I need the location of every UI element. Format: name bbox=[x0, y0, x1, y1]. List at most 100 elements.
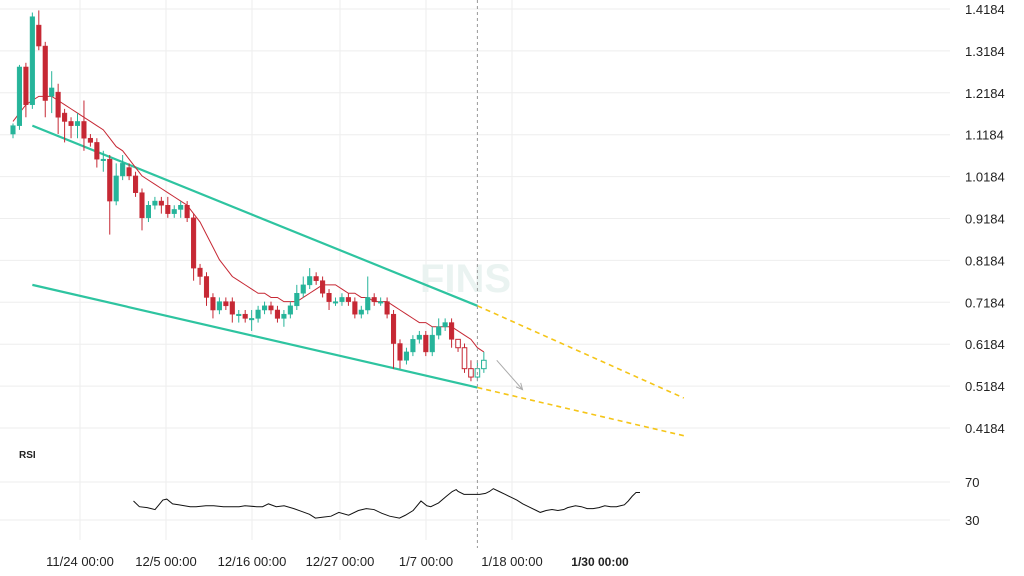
candle-body bbox=[307, 276, 313, 286]
moving-average bbox=[12, 95, 485, 353]
candle-body bbox=[87, 137, 93, 143]
price-tick-label: 1.3184 bbox=[965, 44, 1005, 59]
candle bbox=[203, 272, 210, 306]
candle-body bbox=[339, 297, 345, 302]
channel-lines bbox=[31, 124, 478, 389]
candle bbox=[81, 100, 87, 151]
candle bbox=[255, 305, 261, 323]
candle-body bbox=[10, 125, 16, 135]
candle-body bbox=[403, 351, 409, 361]
candle bbox=[345, 293, 351, 306]
candle-body bbox=[197, 267, 203, 277]
candle bbox=[113, 163, 119, 206]
candle bbox=[158, 196, 164, 214]
candle bbox=[468, 360, 474, 382]
candle-body bbox=[191, 217, 197, 269]
candle bbox=[36, 10, 42, 51]
candle bbox=[178, 201, 184, 218]
candle-body bbox=[23, 66, 29, 105]
candle-body bbox=[171, 209, 177, 214]
rsi-panel bbox=[133, 488, 640, 519]
candle-body bbox=[16, 66, 22, 126]
rsi-tick-label: 70 bbox=[965, 475, 979, 490]
price-tick-label: 0.6184 bbox=[965, 337, 1005, 352]
candle-body bbox=[113, 175, 119, 202]
candle-body bbox=[107, 158, 113, 202]
candle bbox=[442, 318, 448, 331]
time-tick-label: 11/24 00:00 bbox=[46, 554, 114, 569]
rsi-title: RSI bbox=[19, 450, 36, 461]
candle-body bbox=[62, 112, 68, 122]
price-axis: 1.4184 1.3184 1.2184 1.1184 1.0184 0.9184 0.81… bbox=[965, 2, 1005, 528]
candle bbox=[242, 310, 248, 323]
moving-average-line bbox=[12, 95, 485, 353]
candle bbox=[145, 201, 151, 223]
candle bbox=[397, 339, 403, 369]
candle bbox=[249, 310, 255, 331]
candle bbox=[29, 12, 35, 109]
candle-body bbox=[100, 158, 106, 161]
candle bbox=[423, 330, 429, 357]
candle-body bbox=[281, 313, 287, 319]
candle-body bbox=[81, 121, 87, 139]
candle-body bbox=[262, 305, 268, 311]
candle bbox=[461, 343, 468, 373]
candle-body bbox=[255, 309, 261, 319]
price-tick-label: 1.2184 bbox=[965, 86, 1005, 101]
candle bbox=[236, 310, 242, 323]
candle-body bbox=[145, 205, 151, 219]
candle-body bbox=[461, 347, 468, 370]
candle bbox=[229, 297, 235, 323]
candle bbox=[23, 62, 29, 118]
candle bbox=[326, 289, 332, 311]
grid bbox=[0, 0, 950, 540]
candle-body bbox=[300, 284, 306, 294]
candle-body bbox=[313, 276, 319, 281]
candle-body bbox=[365, 297, 371, 311]
candle-body bbox=[429, 334, 435, 353]
candle-body bbox=[391, 313, 397, 344]
candle bbox=[139, 188, 145, 231]
channel-lower-line bbox=[32, 283, 478, 389]
candle-body bbox=[158, 200, 164, 206]
candle bbox=[358, 305, 364, 319]
candle bbox=[74, 113, 81, 139]
candle bbox=[268, 301, 274, 315]
price-tick-label: 0.4184 bbox=[965, 421, 1005, 436]
candle bbox=[281, 310, 287, 327]
candle bbox=[481, 351, 487, 373]
candle-body bbox=[29, 16, 35, 105]
candle bbox=[100, 150, 106, 172]
candle bbox=[416, 330, 422, 344]
rsi-line bbox=[133, 488, 640, 519]
candle bbox=[378, 297, 384, 306]
candle bbox=[223, 297, 229, 311]
candle bbox=[120, 154, 126, 181]
candle bbox=[307, 268, 313, 290]
candle bbox=[429, 326, 435, 357]
candle-body bbox=[203, 276, 210, 298]
candle bbox=[313, 272, 319, 285]
candle bbox=[10, 123, 16, 139]
candle-body bbox=[139, 192, 145, 219]
time-tick-label: 1/7 00:00 bbox=[399, 554, 453, 569]
candle-body bbox=[120, 163, 126, 177]
candle bbox=[133, 171, 139, 197]
candle bbox=[449, 318, 455, 348]
candle-body bbox=[326, 292, 332, 302]
candle bbox=[371, 293, 377, 306]
candle-body bbox=[229, 301, 235, 315]
candle bbox=[171, 205, 177, 218]
candle bbox=[152, 196, 158, 210]
candle-body bbox=[42, 45, 48, 101]
candle-body bbox=[55, 91, 61, 118]
candle-body bbox=[416, 334, 422, 340]
candle bbox=[49, 71, 55, 114]
candle-body bbox=[249, 318, 255, 321]
candle-body bbox=[94, 142, 100, 160]
forecast-arrow-line bbox=[496, 359, 523, 390]
candle-body bbox=[397, 343, 403, 361]
time-tick-label: 1/30 00:00 bbox=[571, 555, 629, 569]
candle bbox=[94, 138, 100, 168]
